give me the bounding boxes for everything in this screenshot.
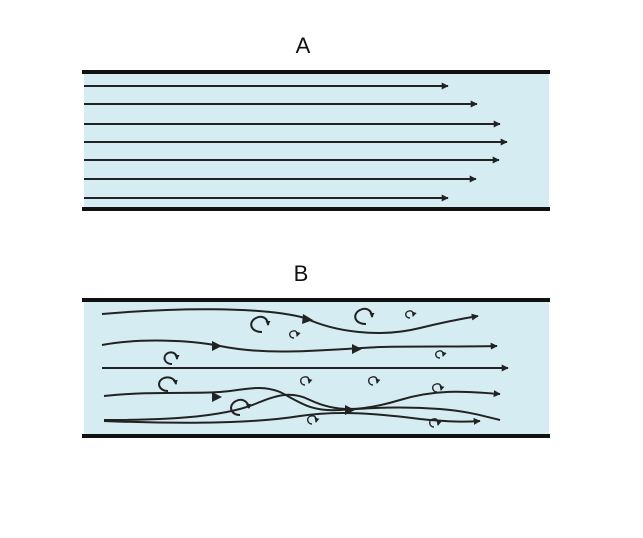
small-eddy-5 [368,376,381,386]
turbulent-streamline-2 [101,339,498,353]
small-eddy-8 [429,418,442,428]
small-eddy-2 [405,310,417,319]
streamline-4-mid-arrowhead [212,392,222,402]
small-eddy-7 [307,415,320,425]
streamline-2-mid-arrowhead-2 [352,344,362,354]
large-eddies [158,307,375,416]
turbulent-streamline-6 [103,411,481,425]
eddy-2 [354,307,375,325]
panel-b-label: B [293,261,309,286]
pipe-a-fluid [84,72,549,209]
streamline-1-mid-arrowhead [302,314,313,324]
eddy-5 [230,398,251,416]
eddy-3 [163,351,180,365]
eddy-4 [158,376,178,392]
panel-a-laminar-flow [82,70,550,211]
small-eddy-3 [435,350,447,359]
turbulent-streamline-5 [103,390,501,421]
turbulent-streamline-1 [101,308,479,334]
small-eddy-6 [432,383,445,393]
panel-b-turbulent-flow [82,298,550,438]
eddy-1 [250,315,271,333]
panel-a-label: A [295,33,311,58]
small-eddies [289,310,447,428]
streamline-2-mid-arrowhead [212,341,222,351]
small-eddy-4 [300,376,313,386]
small-eddy-1 [289,330,301,339]
turbulent-streamline-4 [103,386,501,421]
